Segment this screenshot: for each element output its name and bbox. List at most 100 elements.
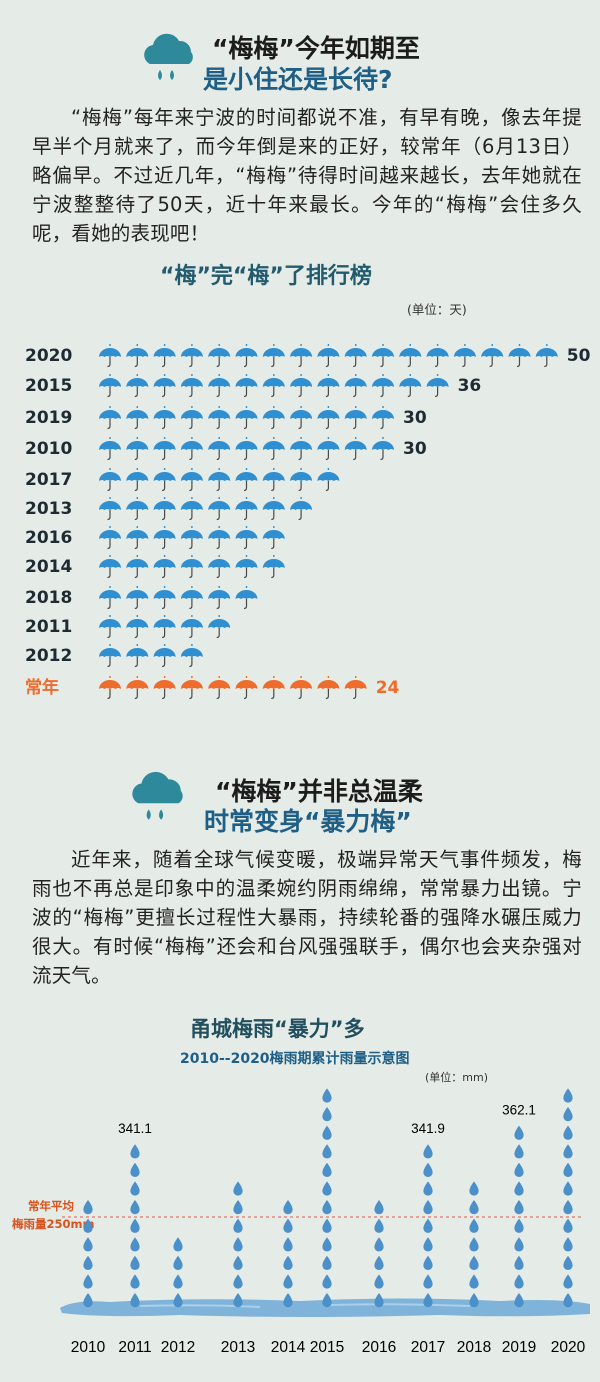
umbrella-mark — [180, 555, 203, 579]
umbrella-mark — [290, 468, 313, 492]
rain-drop-mark — [130, 1274, 140, 1289]
umbrella-mark — [99, 468, 121, 492]
ranking-year-label: 2020 — [25, 346, 72, 366]
umbrella-mark — [208, 344, 231, 368]
rain-drop-mark — [130, 1162, 140, 1178]
ranking-value-label: 50 — [567, 346, 591, 366]
ranking-year-label: 2015 — [25, 376, 72, 396]
rain-drop-mark — [423, 1181, 433, 1196]
umbrella-mark — [180, 644, 203, 668]
rain-drop-mark — [173, 1237, 183, 1252]
rainfall-chart: 2010341.12011201220132014538.62015201634… — [60, 1080, 590, 1356]
rain-drop-mark — [322, 1200, 332, 1215]
rain-drop-mark — [322, 1125, 332, 1140]
rain-drop-mark — [283, 1274, 293, 1289]
umbrella-mark — [235, 555, 258, 579]
rain-drop-mark — [514, 1218, 524, 1233]
ranking-year-label: 2010 — [25, 439, 72, 459]
rain-drop-mark — [83, 1293, 93, 1308]
rain-drop-mark — [283, 1255, 293, 1271]
rain-drop-mark — [374, 1293, 384, 1308]
umbrella-mark — [208, 468, 231, 492]
rain-drop-mark — [233, 1200, 243, 1215]
rain-drop-mark — [469, 1200, 479, 1215]
umbrella-mark — [208, 406, 231, 430]
section1-paragraph: “梅梅”每年来宁波的时间都说不准，有早有晚，像去年提早半个月就来了，而今年倒是来… — [32, 106, 582, 245]
rain-drop-mark — [374, 1237, 384, 1252]
umbrella-mark — [208, 526, 231, 550]
umbrella-mark — [290, 374, 313, 398]
cloud-rain-icon — [128, 768, 188, 826]
umbrella-mark — [180, 676, 203, 700]
rain-drop-mark — [423, 1274, 433, 1289]
ranking-year-label: 2012 — [25, 646, 72, 666]
rain-drop-mark — [322, 1181, 332, 1196]
umbrella-mark — [262, 437, 285, 461]
section1-title-line2: 是小住还是长待? — [203, 65, 393, 94]
ranking-value-label: 36 — [458, 376, 482, 396]
umbrella-mark — [99, 344, 121, 368]
umbrella-mark — [262, 676, 285, 700]
rain-drop-mark — [130, 1181, 140, 1196]
rain-drop-mark — [563, 1107, 573, 1122]
umbrella-mark — [99, 374, 121, 398]
rain-drop-mark — [233, 1255, 243, 1271]
umbrella-mark — [426, 374, 449, 398]
rainfall-value-label: 362.1 — [502, 1103, 536, 1118]
ranking-unit-label: (单位：天) — [407, 302, 467, 317]
umbrella-mark — [372, 437, 394, 461]
umbrella-mark — [372, 406, 394, 430]
rain-drop-mark — [514, 1181, 524, 1196]
umbrella-mark — [180, 586, 203, 610]
umbrella-mark — [317, 344, 340, 368]
umbrella-mark — [126, 526, 149, 550]
rainfall-year-label: 2018 — [457, 1339, 491, 1356]
rainfall-value-label: 341.1 — [118, 1121, 152, 1136]
rain-drop-mark — [514, 1255, 524, 1271]
rain-drop-mark — [469, 1255, 479, 1271]
umbrella-mark — [372, 374, 394, 398]
ranking-value-label: 24 — [376, 678, 400, 698]
rain-drop-mark — [233, 1237, 243, 1252]
rain-drop-mark — [563, 1088, 573, 1103]
rain-drop-mark — [83, 1200, 93, 1215]
umbrella-mark — [99, 615, 121, 639]
rain-drop-mark — [130, 1255, 140, 1271]
umbrella-mark — [99, 526, 121, 550]
rain-drop-mark — [423, 1218, 433, 1233]
umbrella-mark — [180, 468, 203, 492]
rain-drop-mark — [563, 1162, 573, 1178]
rain-drop-mark — [563, 1200, 573, 1215]
umbrella-mark — [235, 676, 258, 700]
umbrella-mark — [235, 497, 258, 521]
rain-drop-mark — [469, 1274, 479, 1289]
rain-drop-mark — [283, 1200, 293, 1215]
umbrella-mark — [126, 615, 149, 639]
umbrella-mark — [508, 344, 531, 368]
umbrella-mark — [99, 676, 121, 700]
umbrella-mark — [208, 437, 231, 461]
umbrella-mark — [153, 526, 176, 550]
rain-drop-mark — [423, 1293, 433, 1308]
rain-drop-mark — [83, 1237, 93, 1252]
rainfall-year-label: 2013 — [221, 1339, 255, 1356]
umbrella-mark — [208, 586, 231, 610]
cloud-shape — [144, 33, 193, 64]
rain-drop-mark — [374, 1218, 384, 1233]
umbrella-mark — [262, 344, 285, 368]
umbrella-mark — [208, 497, 231, 521]
rain-drop-mark — [322, 1162, 332, 1178]
umbrella-mark — [235, 374, 258, 398]
rainfall-year-label: 2020 — [551, 1339, 586, 1356]
rain-drop-mark — [83, 1218, 93, 1233]
rain-drop-mark — [173, 1255, 183, 1271]
rain-drop-mark — [423, 1162, 433, 1178]
umbrella-mark — [290, 497, 313, 521]
rain-drop-mark — [563, 1181, 573, 1196]
rain-drop-mark — [423, 1237, 433, 1252]
average-label-line2: 梅雨量250mm — [12, 1217, 95, 1231]
umbrella-mark — [535, 344, 558, 368]
umbrella-mark — [262, 497, 285, 521]
rain-drop-mark — [322, 1218, 332, 1233]
rain-drop-mark — [233, 1181, 243, 1196]
